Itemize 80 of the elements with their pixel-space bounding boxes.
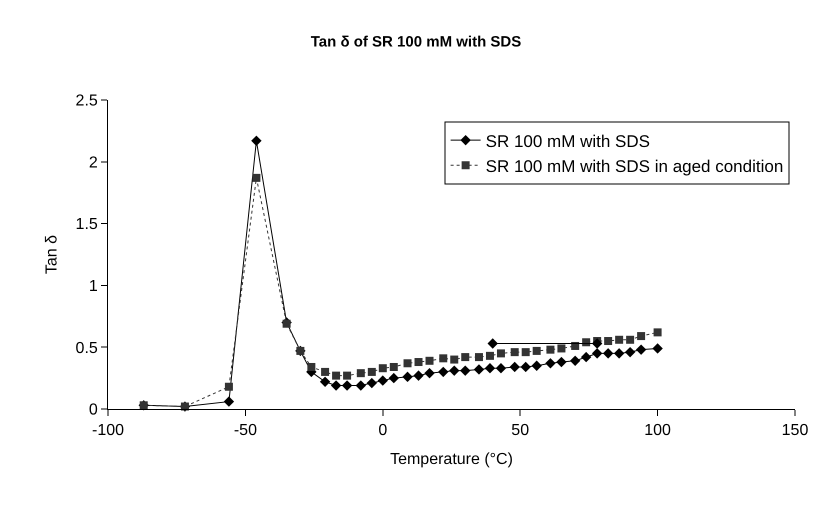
point (474, 364, 484, 375)
point (520, 362, 531, 372)
x-tick-label: 0 (378, 422, 388, 440)
chart-title: Tan δ of SR 100 mM with SDS (310, 34, 522, 51)
point (615, 336, 624, 344)
point (449, 365, 460, 376)
point (624, 346, 636, 358)
point (388, 372, 399, 384)
point (356, 380, 366, 391)
point (510, 348, 519, 356)
x-tick-label: -50 (234, 422, 258, 440)
point (496, 363, 506, 374)
point (343, 372, 352, 380)
point (546, 346, 554, 354)
point (602, 348, 614, 359)
point (378, 364, 387, 372)
point (484, 363, 496, 374)
point (614, 348, 624, 359)
point (438, 366, 448, 378)
x-tick-label: 50 (511, 422, 530, 440)
point (404, 359, 412, 368)
point (556, 356, 567, 368)
point (510, 362, 520, 372)
point (332, 372, 340, 380)
point (366, 378, 378, 388)
point (320, 376, 330, 388)
point (486, 352, 494, 360)
point (307, 362, 316, 371)
point (224, 396, 234, 407)
point (402, 372, 413, 382)
point (224, 382, 233, 391)
point (496, 349, 505, 358)
point (251, 136, 262, 146)
point (474, 353, 483, 362)
x-tick-label: 150 (782, 422, 808, 440)
point (636, 344, 646, 355)
y-tick-label: 1 (88, 278, 98, 295)
point (592, 338, 602, 349)
point (330, 380, 342, 391)
y-tick-label: 1.5 (76, 216, 98, 234)
y-tick-label: 2 (88, 154, 98, 172)
point (390, 362, 398, 371)
point (439, 354, 448, 362)
point (570, 356, 580, 366)
point (342, 380, 352, 391)
x-axis-title: Temperature (°C) (390, 450, 513, 468)
point (654, 328, 662, 336)
point (252, 174, 260, 182)
point (378, 375, 388, 386)
point (532, 346, 541, 355)
point (626, 336, 634, 344)
point (557, 344, 566, 352)
point (321, 368, 330, 376)
point (356, 369, 365, 378)
point (637, 332, 646, 340)
point (545, 358, 556, 368)
point (368, 368, 376, 376)
point (522, 348, 530, 356)
point (282, 320, 291, 328)
legend-label: SR 100 mM with SDS (486, 132, 650, 151)
x-tick-label: -100 (92, 422, 124, 440)
point (592, 348, 602, 359)
y-tick-label: 0 (88, 402, 98, 419)
point (531, 360, 542, 371)
point (460, 365, 470, 376)
y-axis-title: Tan δ (43, 234, 60, 274)
x-tick-label: 100 (644, 422, 672, 440)
point (450, 356, 458, 364)
point (424, 368, 435, 378)
point (461, 353, 470, 362)
point (580, 352, 592, 362)
y-tick-label: 0.5 (76, 340, 98, 357)
point (604, 337, 612, 346)
legend-label: SR 100 mM with SDS in aged condition (486, 156, 784, 176)
point (414, 358, 423, 366)
y-tick-label: 2.5 (76, 92, 98, 110)
point (652, 343, 663, 354)
point (488, 338, 498, 349)
point (426, 356, 434, 365)
point (413, 370, 424, 381)
